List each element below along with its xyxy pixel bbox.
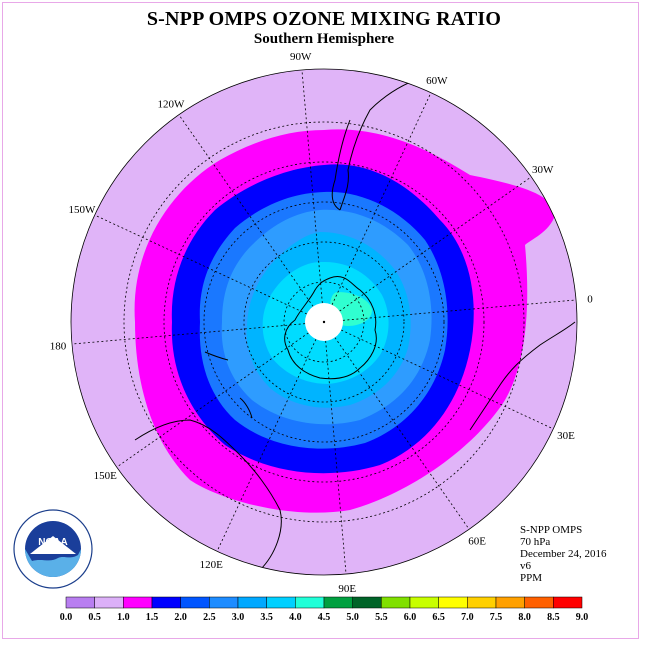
meridian-line — [216, 339, 317, 552]
longitude-label: 60W — [426, 75, 448, 87]
meridian-line — [71, 323, 306, 345]
longitude-label: 60E — [468, 536, 486, 548]
info-date: December 24, 2016 — [520, 548, 607, 560]
info-instrument: S-NPP OMPS — [520, 524, 583, 536]
longitude-label: 90W — [290, 51, 312, 63]
latitude-circle — [163, 161, 485, 483]
longitude-label: 90E — [338, 583, 356, 595]
meridian-line — [339, 176, 532, 312]
noaa-logo-text: NOAA — [38, 537, 67, 548]
latitude-circle — [203, 201, 445, 443]
longitude-label: 150E — [94, 470, 118, 482]
longitude-label: 120W — [157, 98, 185, 110]
pole-dot — [322, 320, 326, 324]
graticule — [71, 69, 577, 575]
page-subtitle: Southern Hemisphere — [253, 31, 395, 47]
plot-frame — [2, 2, 639, 639]
longitude-label: 180 — [50, 340, 67, 352]
longitude-label: 30W — [532, 164, 554, 176]
latitude-circle — [283, 281, 365, 363]
meridian-line — [116, 332, 309, 468]
meridian-line — [341, 329, 554, 430]
coastline-new-zealand — [204, 351, 253, 419]
coastline-antarctica — [284, 276, 377, 380]
meridian-line — [331, 92, 432, 305]
info-level: 70 hPa — [520, 536, 551, 548]
page-title: S-NPP OMPS OZONE MIXING RATIO — [146, 8, 502, 30]
longitude-label: 150W — [69, 204, 97, 216]
longitude-label: 30E — [557, 430, 575, 442]
map-edge — [70, 68, 578, 576]
meridian-line — [94, 214, 307, 315]
info-units: PPM — [520, 572, 543, 584]
coastline-australia — [134, 419, 282, 571]
longitude-label: 120E — [200, 559, 224, 571]
noaa-logo: NOAA — [13, 509, 93, 589]
longitude-labels: 90W 60W 30W 0 30E 60E 90E 120E 150E 180 150W 120W — [50, 51, 594, 595]
meridian-line — [325, 340, 347, 575]
info-panel: S-NPP OMPS 70 hPa December 24, 2016 v6 P… — [520, 524, 606, 584]
meridian-line — [178, 114, 314, 307]
meridian-line — [334, 337, 470, 530]
meridian-line — [342, 299, 577, 321]
coastline-africa — [469, 321, 576, 431]
info-version: v6 — [520, 560, 531, 572]
meridian-line — [301, 69, 323, 304]
latitude-circle — [123, 121, 525, 523]
latitude-circle — [243, 241, 405, 403]
longitude-label: 0 — [587, 294, 593, 306]
coastline-south-america — [331, 74, 431, 211]
